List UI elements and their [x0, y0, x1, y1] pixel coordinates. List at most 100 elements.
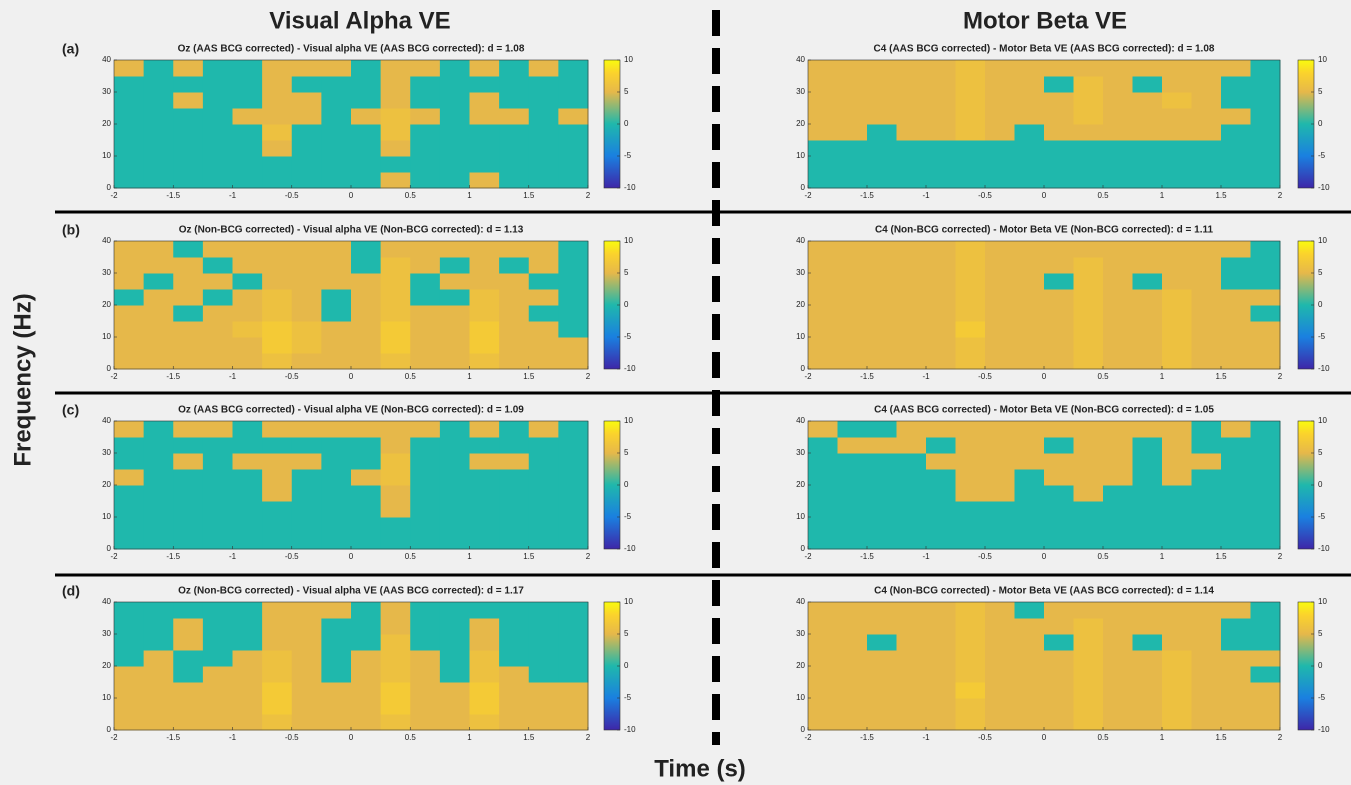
heat-cell — [173, 108, 204, 125]
panel-title: C4 (Non-BCG corrected) - Motor Beta VE (… — [875, 225, 1214, 236]
heat-cell — [1132, 698, 1163, 715]
heat-cell — [351, 257, 382, 274]
heat-cell — [528, 337, 559, 354]
y-tick-label: 20 — [796, 480, 805, 489]
heat-cell — [1073, 469, 1104, 486]
heat-cell — [867, 337, 897, 354]
heat-cell — [439, 533, 470, 550]
heat-cell — [867, 501, 897, 518]
heat-cell — [1073, 517, 1104, 534]
heat-cell — [926, 172, 956, 189]
panel-label: (a) — [62, 41, 79, 57]
heat-cell — [837, 321, 868, 338]
heat-cell — [1044, 485, 1074, 502]
x-tick-label: 1.5 — [1215, 372, 1227, 381]
heat-cell — [351, 108, 382, 125]
heat-cell — [1103, 602, 1133, 619]
heat-cell — [1014, 60, 1045, 77]
heat-cell — [499, 485, 530, 502]
heat-cell — [410, 602, 441, 619]
heat-cell — [1132, 241, 1163, 258]
heat-cell — [291, 156, 322, 173]
heat-cell — [232, 469, 263, 486]
heat-cell — [837, 337, 868, 354]
heat-cell — [321, 172, 352, 189]
heat-cell — [262, 666, 293, 683]
heat-cell — [1073, 421, 1104, 438]
heat-cell — [469, 533, 500, 550]
heat-cell — [558, 618, 589, 635]
heat-cell — [202, 241, 233, 258]
heat-cell — [499, 140, 530, 157]
heat-cell — [1191, 698, 1222, 715]
heat-cell — [1162, 289, 1192, 306]
x-tick-label: -0.5 — [978, 191, 992, 200]
heat-cell — [1191, 650, 1222, 667]
x-tick-label: -0.5 — [285, 372, 299, 381]
heat-cell — [955, 698, 986, 715]
heat-cell — [837, 124, 868, 141]
heat-cell — [173, 650, 204, 667]
heat-cell — [1044, 108, 1074, 125]
heat-cell — [1250, 353, 1281, 370]
heat-cell — [410, 453, 441, 470]
heat-cell — [321, 437, 352, 454]
heat-cell — [351, 353, 382, 370]
heat-cell — [143, 698, 174, 715]
heat-cell — [202, 469, 233, 486]
heat-cell — [955, 453, 986, 470]
heat-cell — [351, 501, 382, 518]
heat-cell — [114, 714, 145, 731]
heat-cell — [1014, 321, 1045, 338]
heat-cell — [380, 124, 411, 141]
heat-cell — [499, 321, 530, 338]
heat-cell — [114, 76, 145, 93]
heat-cell — [896, 634, 927, 651]
heat-cell — [1162, 337, 1192, 354]
x-tick-label: 1 — [467, 552, 472, 561]
heat-cell — [1103, 156, 1133, 173]
heat-cell — [867, 321, 897, 338]
heat-cell — [291, 92, 322, 109]
x-tick-label: -2 — [110, 552, 118, 561]
heat-cell — [896, 321, 927, 338]
heat-cell — [232, 714, 263, 731]
heat-cell — [1044, 92, 1074, 109]
heat-cell — [837, 172, 868, 189]
heat-cell — [1014, 257, 1045, 274]
heat-cell — [1250, 469, 1281, 486]
heat-cell — [1014, 353, 1045, 370]
colorbar-tick-label: 10 — [1318, 236, 1327, 245]
heat-cell — [410, 289, 441, 306]
heat-cell — [926, 618, 956, 635]
x-tick-label: -1.5 — [860, 191, 874, 200]
heat-cell — [1132, 257, 1163, 274]
heat-cell — [985, 289, 1015, 306]
heat-cell — [837, 437, 868, 454]
heat-cell — [1162, 437, 1192, 454]
heat-cell — [1132, 618, 1163, 635]
heat-cell — [955, 666, 986, 683]
heat-cell — [1044, 501, 1074, 518]
heat-cell — [1132, 305, 1163, 322]
heat-cell — [528, 602, 559, 619]
colorbar-tick-label: 0 — [624, 300, 629, 309]
heat-cell — [173, 273, 204, 290]
heat-cell — [896, 257, 927, 274]
colorbar-tick-label: -10 — [624, 725, 636, 734]
heat-cell — [558, 437, 589, 454]
heat-cell — [1221, 533, 1251, 550]
colorbar-tick-label: 0 — [1318, 119, 1323, 128]
y-tick-label: 20 — [796, 300, 805, 309]
heat-cell — [114, 92, 145, 109]
heat-cell — [1250, 437, 1281, 454]
x-tick-label: -2 — [804, 372, 812, 381]
heat-cell — [1103, 437, 1133, 454]
heat-cell — [837, 353, 868, 370]
y-tick-label: 0 — [801, 183, 806, 192]
heat-cell — [896, 108, 927, 125]
heat-cell — [291, 257, 322, 274]
heat-cell — [985, 453, 1015, 470]
y-tick-label: 10 — [102, 151, 111, 160]
heat-cell — [410, 485, 441, 502]
